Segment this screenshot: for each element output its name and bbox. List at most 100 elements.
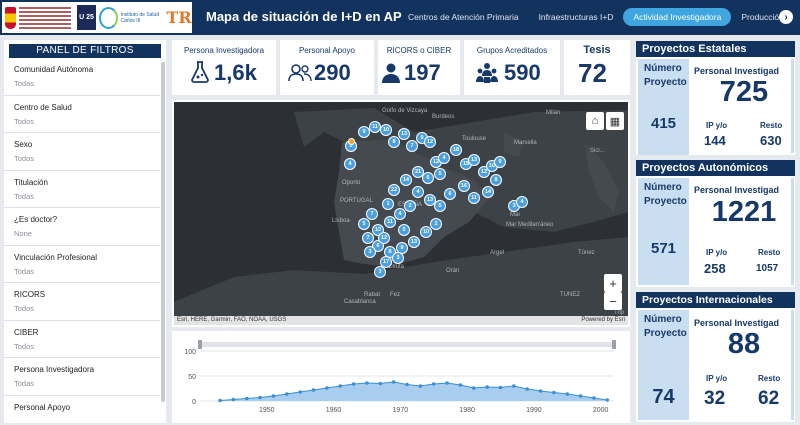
map-cluster[interactable]: 3 [392,252,404,264]
map-cluster[interactable]: 3 [364,246,376,258]
kpi-label: RICORS o CIBER [386,46,452,55]
map-cluster[interactable]: 5 [434,168,446,180]
kpi-label: Persona Investigadora [183,46,265,55]
map-cluster[interactable]: 8 [388,136,400,148]
range-handle-right[interactable] [612,340,616,349]
nav-actividad[interactable]: Actividad Investigadora [623,8,732,26]
map-cluster[interactable]: 5 [358,218,370,230]
data-point [471,386,476,390]
map-cluster[interactable]: 6 [444,188,456,200]
map-cluster[interactable]: 13 [424,194,436,206]
filter-panel: PANEL DE FILTROS Comunidad Autónoma Todas… [4,40,166,423]
ip-value: 144 [704,133,726,148]
nav-next-icon[interactable]: › [779,10,793,24]
institute-logo: Instituto de Salud Carlos III [99,5,166,30]
zoom-out-button[interactable]: − [604,292,622,310]
filter-label: Titulación [14,177,48,187]
map-cluster[interactable]: 4 [438,152,450,164]
nav-infraestructuras[interactable]: Infraestructuras I+D [538,12,614,22]
map-cluster[interactable]: 7 [366,208,378,220]
map-cluster[interactable]: 9 [358,126,370,138]
nav-produccion[interactable]: Producción [741,12,784,22]
map-cluster[interactable]: 18 [450,144,462,156]
map-cluster[interactable]: 17 [380,256,392,268]
research-map[interactable]: Golfo de Vizcaya Burdeos Toulouse Marsel… [172,100,630,327]
map-cluster[interactable]: 13 [468,154,480,166]
filter-label: Centro de Salud [14,102,72,112]
map-label: Mar [510,212,521,218]
home-icon[interactable]: ⌂ [586,112,604,130]
group-icon [476,63,498,83]
timeline-chart[interactable]: 100 50 0 1950 1960 1970 1980 1990 2000 [172,331,630,423]
top-bar: U 25 Instituto de Salud Carlos III TR Ma… [0,0,800,35]
map-cluster[interactable]: 14 [400,174,412,186]
map-cluster[interactable]: 4 [344,158,356,170]
map-label: Ceuta [388,264,405,270]
filter-item[interactable]: Titulación Todas [4,171,160,208]
map-cluster[interactable]: 10 [380,124,392,136]
filter-item[interactable]: Vinculación Profesional Todas [4,246,160,283]
people-icon [288,64,312,82]
filter-item[interactable]: Personal Apoyo [4,396,160,424]
map-cluster[interactable]: 6 [422,172,434,184]
map-cluster[interactable]: 11 [384,216,396,228]
data-point [325,386,329,390]
map-cluster[interactable]: 12 [424,136,436,148]
map-cluster[interactable]: 2 [430,218,442,230]
filter-item[interactable]: Centro de Salud Todos [4,96,160,133]
map-cluster[interactable]: 16 [458,180,470,192]
data-point [605,398,610,402]
filter-item[interactable]: CIBER Todos [4,321,160,358]
map-cluster[interactable]: 14 [482,186,494,198]
map-cluster[interactable]: 4 [394,208,406,220]
count-label: Número Proyecto [644,182,687,207]
panel-scrollbar[interactable] [791,310,794,420]
zoom-in-button[interactable]: + [604,274,622,292]
map-cluster[interactable]: 4 [412,186,424,198]
map-cluster[interactable]: 5 [398,224,410,236]
map-cluster[interactable]: 10 [420,226,432,238]
powered-by-esri[interactable]: Powered by Esri [581,317,625,323]
map-cluster[interactable]: 4 [516,196,528,208]
map-cluster[interactable]: 3 [374,266,386,278]
rest-value: 1057 [756,263,779,274]
map-cluster[interactable]: 1 [382,198,394,210]
panel-scrollbar[interactable] [791,178,794,285]
filter-item[interactable]: ¿Es doctor? None [4,208,160,246]
ip-value: 32 [704,388,726,409]
filter-label: RICORS [14,290,46,299]
map-label: Oporto [342,180,361,186]
filter-item[interactable]: Sexo Todos [4,133,160,171]
filter-item[interactable]: Persona Investigadora Todas [4,358,160,396]
map-cluster[interactable]: 7 [362,232,374,244]
map-cluster[interactable]: 5 [434,200,446,212]
map-cluster[interactable]: 11 [468,192,480,204]
map-cluster[interactable]: 8 [490,174,502,186]
map-cluster-highlight[interactable] [348,138,355,145]
map-cluster[interactable]: 12 [378,232,390,244]
filter-value: Todas [14,266,35,276]
map-cluster[interactable]: 22 [388,184,400,196]
range-handle-left[interactable] [198,340,202,349]
map-cluster[interactable]: 13 [398,128,410,140]
map-cluster[interactable]: 2 [404,200,416,212]
data-point [431,382,436,386]
map-label: Lisboa [332,218,350,224]
map-cluster[interactable]: 21 [412,166,424,178]
map-cluster[interactable]: 7 [406,140,418,152]
panel-title: Proyectos Estatales [636,41,795,57]
panel-scrollbar[interactable] [791,59,794,153]
ip-label: IP y/o [706,248,728,257]
nav-centros[interactable]: Centros de Atención Primaria [408,12,519,22]
filter-scrollbar[interactable] [161,62,165,402]
filter-item[interactable]: Comunidad Autónoma Todas [4,58,160,96]
filter-item[interactable]: RICORS Todos [4,283,160,321]
kpi-value: 197 [404,60,441,85]
ip-label: IP y/o [706,121,728,130]
data-point [498,385,503,390]
map-cluster[interactable]: 13 [408,236,420,248]
map-cluster[interactable]: 9 [494,156,506,168]
map-cluster[interactable]: 9 [396,242,408,254]
project-count-box: Número Proyecto 415 [638,59,689,155]
grid-icon[interactable]: ▦ [606,112,624,130]
